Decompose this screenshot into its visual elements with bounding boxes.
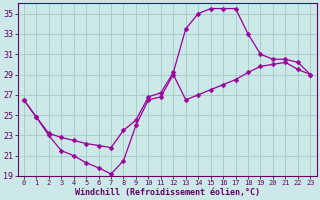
X-axis label: Windchill (Refroidissement éolien,°C): Windchill (Refroidissement éolien,°C)	[75, 188, 260, 197]
